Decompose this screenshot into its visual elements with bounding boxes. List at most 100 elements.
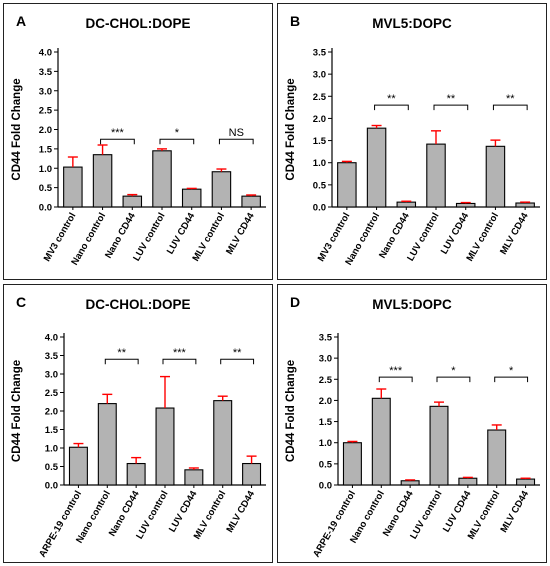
y-tick-label: 2.0 [319, 396, 332, 407]
y-tick-label: 0.5 [39, 183, 53, 194]
x-tick-label: LUV CD44 [439, 210, 472, 256]
bar-7 [241, 195, 261, 208]
bar-5 [455, 202, 476, 208]
bar-chart-d: D MVL5:DOPC CD44 Fold Change 0.0 0.5 1.0 1.5 2.… [285, 294, 540, 559]
bar-7 [515, 202, 535, 208]
y-tick-label: 1.0 [45, 444, 58, 455]
bar-2 [366, 127, 387, 208]
y-tick-label: 3.0 [39, 86, 52, 97]
y-tick-label: 0.0 [313, 203, 326, 214]
panel-letter: D [290, 294, 300, 310]
y-tick-label: 0.0 [319, 481, 332, 492]
chart-panel-c: C DC-CHOL:DOPE CD44 Fold Change 0.0 0.5 1.0 1.… [3, 284, 273, 563]
y-tick-label: 0.5 [313, 180, 327, 191]
chart-panel-d: D MVL5:DOPC CD44 Fold Change 0.0 0.5 1.0 1.5 2.… [277, 284, 547, 563]
bar-3 [122, 195, 143, 208]
bar-2 [97, 403, 117, 486]
x-tick-label: MLV CD44 [498, 210, 531, 256]
significance-label: *** [111, 127, 125, 139]
x-tick-label: LUV control [405, 211, 441, 263]
bar-6 [485, 145, 506, 208]
bar-5 [181, 188, 202, 208]
y-axis-label: CD44 Fold Change [285, 78, 297, 180]
bar-1 [68, 446, 88, 486]
significance-label: ** [387, 93, 396, 105]
x-tick-label: LUV CD44 [441, 488, 474, 534]
y-tick-label: 1.5 [319, 417, 333, 428]
significance-bracket [218, 138, 254, 145]
bar-3 [400, 480, 420, 486]
y-tick-label: 2.5 [45, 388, 59, 399]
chart-title: DC-CHOL:DOPE [86, 297, 191, 312]
y-tick-label: 1.5 [39, 144, 53, 155]
bar-chart-b: B MVL5:DOPC CD44 Fold Change 0.0 0.5 1.0 1.5 2.… [285, 13, 540, 267]
significance-bracket [378, 376, 413, 383]
x-tick-label: MLV CD44 [224, 210, 257, 256]
x-tick-label: ARPE-19 control [37, 489, 84, 559]
panel-letter: B [290, 13, 300, 29]
bar-7 [516, 478, 536, 486]
y-axis-label: CD44 Fold Change [285, 360, 297, 462]
bar-2 [371, 397, 391, 486]
x-tick-label: LUV CD44 [165, 210, 198, 256]
y-tick-label: 2.5 [39, 106, 53, 117]
y-tick-label: 3.0 [313, 70, 326, 81]
chart-title: MVL5:DOPC [372, 16, 452, 31]
y-tick-label: 0.0 [45, 481, 58, 492]
bar-chart-c: C DC-CHOL:DOPE CD44 Fold Change 0.0 0.5 1.0 1.… [11, 294, 266, 559]
bar-4 [429, 405, 449, 486]
y-tick-label: 3.5 [39, 67, 53, 78]
significance-bracket [220, 358, 255, 365]
significance-label: ** [447, 93, 456, 105]
bar-1 [342, 442, 362, 486]
y-tick-label: 1.0 [313, 158, 326, 169]
significance-bracket [104, 358, 139, 365]
bar-4 [152, 150, 172, 208]
panel-letter: A [16, 13, 26, 29]
x-tick-label: MLV CD44 [499, 488, 532, 534]
y-tick-label: 3.5 [313, 48, 327, 59]
y-tick-label: 1.5 [313, 136, 327, 147]
chart-title: MVL5:DOPC [372, 297, 452, 312]
bar-3 [126, 462, 146, 486]
chart-panel-a: A DC-CHOL:DOPE CD44 Fold Change 0.0 0.5 1.0 1.… [3, 3, 273, 280]
y-tick-label: 1.0 [319, 438, 332, 449]
significance-label: ** [117, 347, 126, 359]
significance-label: * [509, 365, 514, 377]
y-tick-label: 0.5 [45, 462, 59, 473]
bar-4 [155, 407, 175, 486]
y-tick-label: 4.0 [39, 48, 52, 59]
y-axis-label: CD44 Fold Change [11, 360, 23, 462]
bar-6 [211, 171, 232, 208]
y-tick-label: 4.0 [45, 333, 58, 344]
significance-label: * [451, 365, 456, 377]
significance-label: *** [173, 347, 187, 359]
y-tick-label: 1.5 [45, 425, 59, 436]
bar-5 [184, 469, 204, 486]
bar-5 [458, 477, 478, 486]
significance-bracket [159, 138, 195, 145]
significance-label: NS [229, 127, 244, 139]
significance-bracket [433, 104, 469, 111]
significance-bracket [100, 138, 135, 145]
significance-label: ** [506, 93, 515, 105]
y-tick-label: 2.0 [39, 125, 52, 136]
y-tick-label: 3.0 [45, 370, 58, 381]
significance-bracket [374, 104, 409, 111]
bar-2 [92, 154, 113, 208]
bar-1 [337, 162, 357, 208]
y-tick-label: 2.0 [313, 114, 326, 125]
significance-bracket [494, 376, 529, 383]
y-tick-label: 0.5 [319, 459, 333, 470]
bar-3 [396, 201, 417, 208]
bar-6 [487, 429, 507, 486]
x-tick-label: ARPE-19 control [311, 489, 358, 559]
chart-title: DC-CHOL:DOPE [86, 16, 191, 31]
x-tick-label: MLV CD44 [225, 488, 258, 534]
chart-panel-b: B MVL5:DOPC CD44 Fold Change 0.0 0.5 1.0 1.5 2.… [277, 3, 547, 280]
y-tick-label: 0.0 [39, 203, 52, 214]
bar-7 [242, 462, 262, 486]
x-tick-label: LUV control [131, 211, 167, 263]
significance-label: * [175, 127, 180, 139]
x-tick-label: LUV CD44 [167, 488, 200, 534]
